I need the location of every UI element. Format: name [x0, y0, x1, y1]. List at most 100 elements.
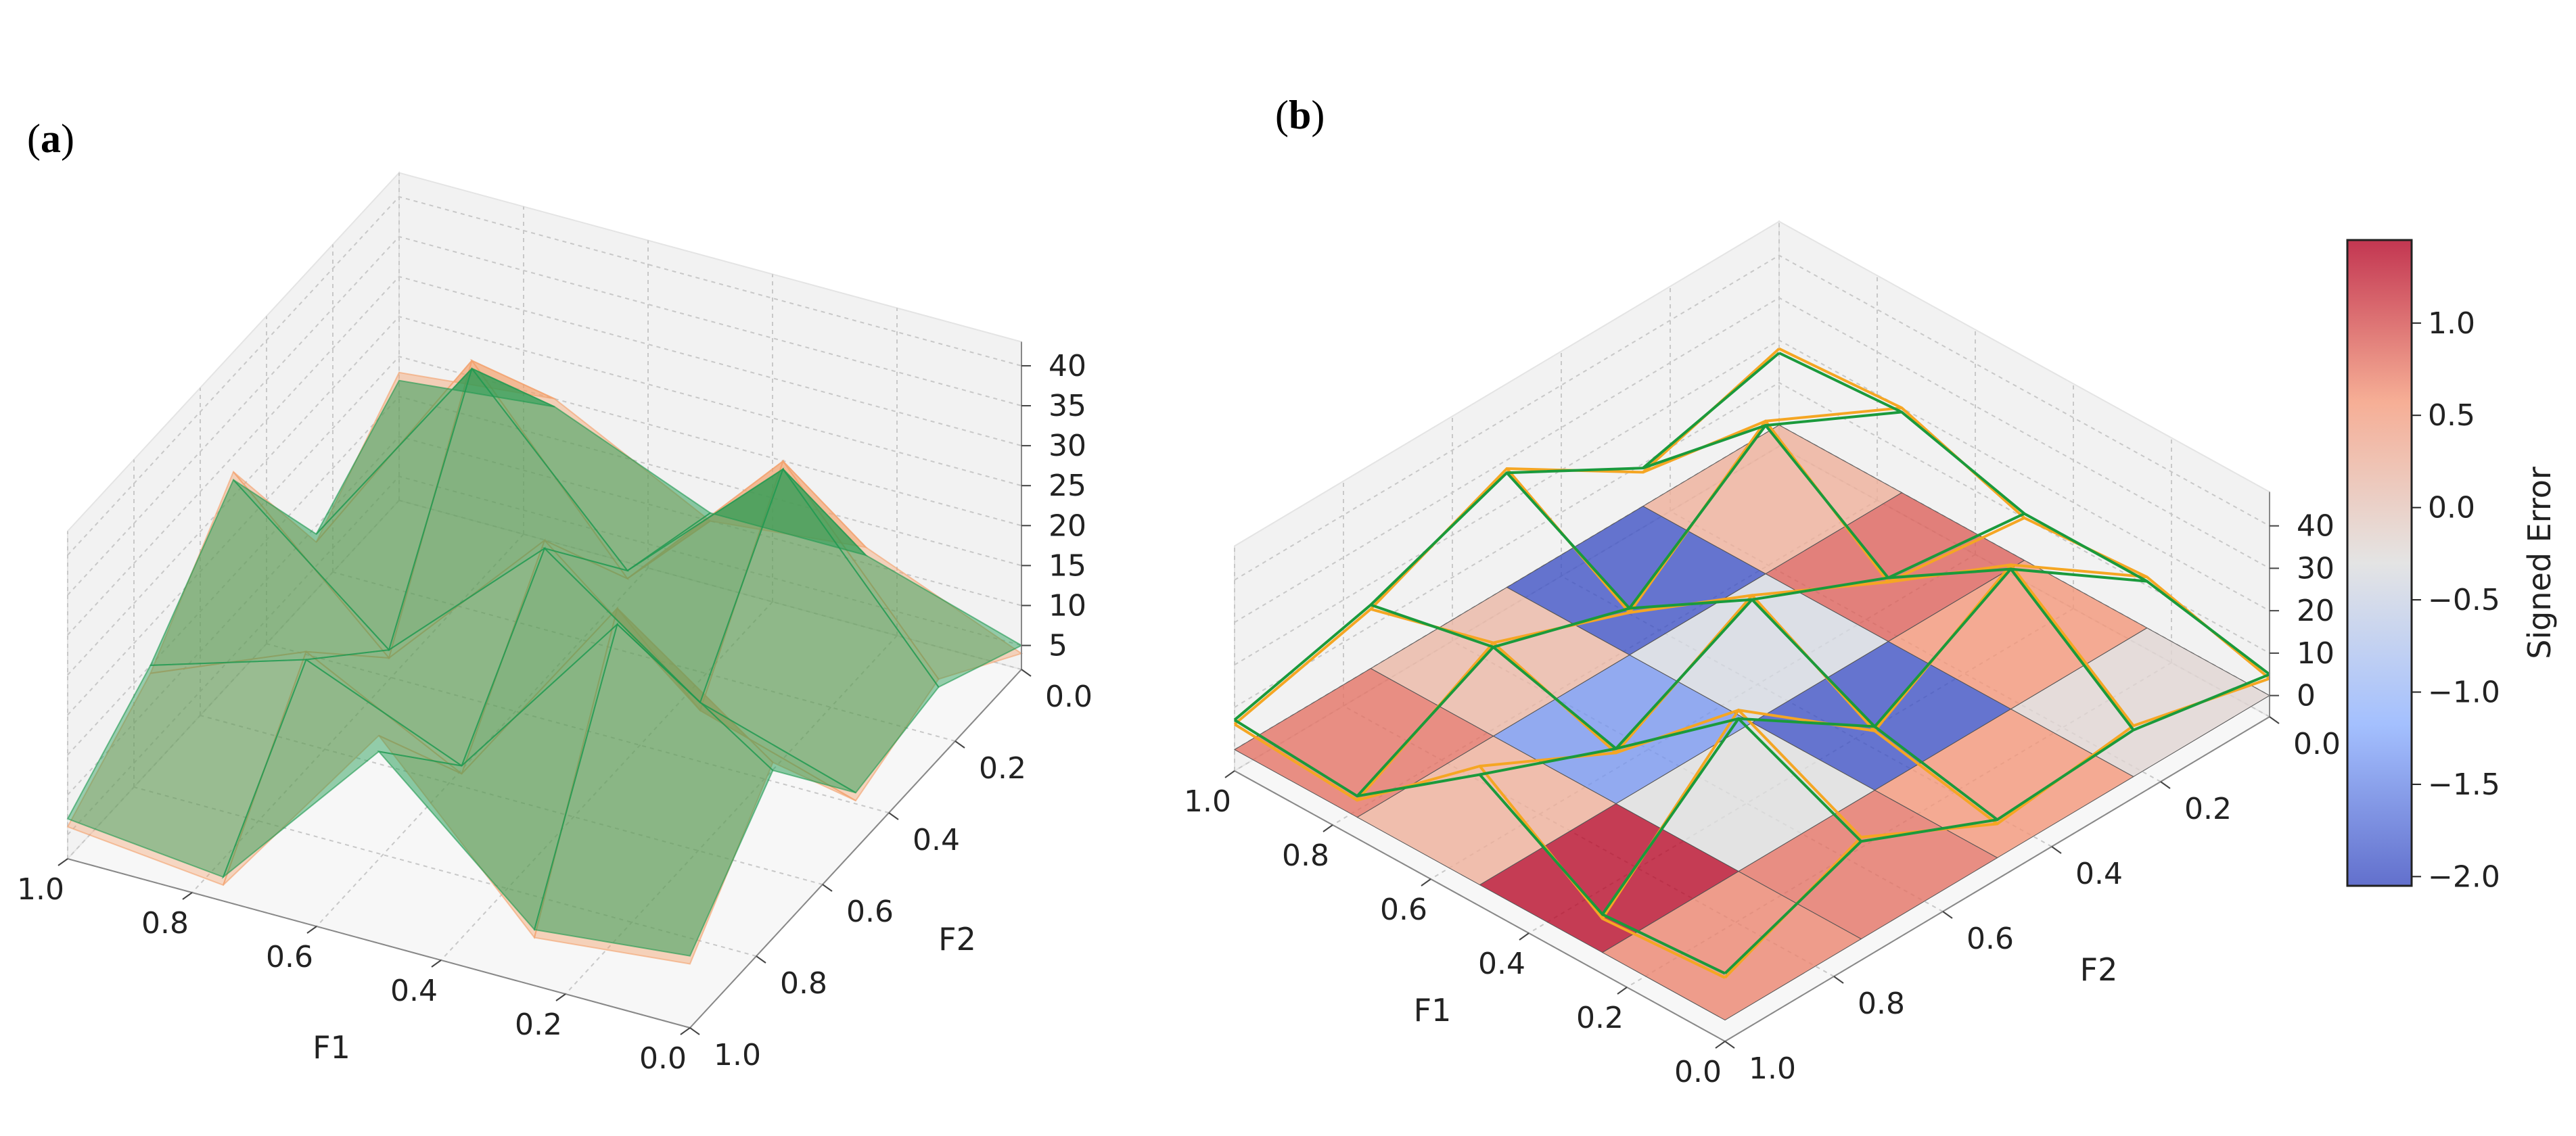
- heatmap-cell: [1233, 668, 1494, 818]
- colorbar-tick-label: 0.0: [2428, 491, 2475, 525]
- colorbar-tick-label: 0.5: [2428, 398, 2475, 433]
- z-tick-label: 35: [1049, 389, 1086, 423]
- colorbar-tick-label: −2.0: [2428, 859, 2500, 894]
- x-tick-label: 1.0: [17, 872, 64, 907]
- x-tick-mark: [1421, 878, 1431, 886]
- panel-a-3d-surface: 1.0 0.8 0.6 0.4 0.2 0.0 0.0 0.2 0.4 0.6 0.8 1.0 5 10 1…: [17, 116, 1092, 1076]
- x-tick-label: 0.4: [1478, 947, 1525, 981]
- panel-letter: a: [41, 116, 61, 161]
- surface-predicted: [66, 366, 1024, 957]
- z-tick-label: 5: [1049, 629, 1067, 663]
- x-axis-line: [67, 858, 691, 1028]
- wireframe-line: [1506, 471, 1998, 821]
- x-tick-label: 0.4: [390, 974, 438, 1008]
- z-tick-label: 0: [2297, 679, 2316, 713]
- x-tick-label: 1.0: [1184, 784, 1231, 819]
- x-axis-line: [1234, 770, 1726, 1042]
- colorbar-tick-label: −1.5: [2428, 767, 2500, 802]
- z-tick-label: 25: [1049, 469, 1086, 503]
- y-tick-mark: [1942, 911, 1953, 919]
- grid-line-z: [1234, 381, 2270, 708]
- x-tick-mark: [306, 926, 317, 934]
- wireframe-line: [1233, 719, 1726, 975]
- y-axis-line: [1724, 716, 2270, 1042]
- wireframe-predicted: [1233, 352, 2271, 975]
- x-tick-label: 0.2: [1576, 1001, 1624, 1035]
- colorbar-tick-label: −0.5: [2428, 583, 2500, 617]
- y-tick-mark: [2160, 781, 2171, 789]
- y-tick-label: 0.2: [979, 751, 1026, 786]
- x-tick-label: 0.8: [141, 906, 189, 941]
- y-tick-label: 0.4: [2075, 857, 2123, 891]
- y-tick-mark: [689, 1027, 700, 1035]
- y-tick-label: 0.6: [1967, 922, 2014, 956]
- x-tick-mark: [182, 892, 193, 900]
- y-tick-label: 1.0: [714, 1038, 761, 1072]
- grid-line-floor-f1: [440, 601, 773, 961]
- x-tick-label: 0.0: [639, 1041, 687, 1076]
- y-tick-mark: [756, 955, 766, 964]
- grid-line-z: [67, 435, 1022, 796]
- y-tick-label: 0.2: [2184, 792, 2232, 826]
- grid-line-floor-f2: [200, 715, 823, 885]
- colorbar-tick-label: 1.0: [2428, 306, 2475, 341]
- x-axis-title: F1: [313, 1029, 350, 1066]
- colorbar-label: Signed Error: [2521, 467, 2558, 659]
- error-heatmap: [1233, 425, 2271, 1021]
- y-axis-line: [689, 669, 1022, 1028]
- y-tick-label: 0.8: [780, 966, 827, 1001]
- z-tick-label: 20: [2297, 594, 2334, 628]
- x-tick-mark: [431, 960, 442, 968]
- z-tick-label: 30: [1049, 429, 1086, 463]
- x-tick-mark: [680, 1027, 691, 1035]
- x-tick-label: 0.2: [515, 1008, 562, 1042]
- grid-line-z: [67, 356, 1022, 715]
- panel-label: (a): [27, 116, 74, 161]
- z-tick-label: 20: [1049, 508, 1086, 543]
- y-tick-label: 0.6: [846, 895, 894, 929]
- grid-line-z: [67, 195, 1022, 556]
- grid-line-z: [67, 396, 1022, 756]
- panel-letter: b: [1289, 93, 1311, 137]
- x-tick-label: 0.6: [1380, 893, 1427, 927]
- y-tick-mark: [2051, 846, 2062, 854]
- x-tick-label: 0.0: [1674, 1055, 1722, 1089]
- z-tick-label: 10: [2297, 636, 2334, 671]
- y-tick-mark: [1724, 1041, 1735, 1049]
- x-tick-mark: [1322, 824, 1333, 832]
- y-tick-mark: [2269, 716, 2280, 724]
- y-axis-title: F2: [938, 921, 976, 957]
- grid-line-z: [67, 235, 1022, 596]
- x-axis-title: F1: [1414, 992, 1452, 1028]
- z-tick-label: 15: [1049, 548, 1086, 583]
- grid-line-z: [1234, 339, 2270, 666]
- z-tick-label: 30: [2297, 551, 2334, 586]
- y-tick-label: 0.0: [1045, 680, 1092, 714]
- grid-line-z: [1234, 297, 2270, 623]
- z-tick-label: 40: [2297, 509, 2334, 544]
- wireframe-line: [1778, 352, 2271, 676]
- grid-line-floor-f2: [133, 786, 757, 957]
- grid-line-z: [67, 316, 1022, 676]
- y-tick-label: 0.0: [2293, 727, 2341, 761]
- wireframe-line: [1642, 423, 2135, 731]
- x-tick-mark: [1224, 770, 1235, 778]
- x-tick-label: 0.6: [266, 940, 313, 974]
- x-tick-mark: [1617, 987, 1628, 995]
- grid-line-floor-f2: [266, 643, 890, 813]
- wireframe-line: [1370, 603, 1862, 843]
- z-tick-label: 10: [1049, 588, 1086, 623]
- x-tick-mark: [1715, 1041, 1726, 1049]
- y-axis-title: F2: [2080, 951, 2118, 988]
- panel-label: (b): [1275, 93, 1325, 137]
- wireframe-line: [1642, 419, 2135, 727]
- panel-b-3d-wireframe-error: 1.0 0.8 0.6 0.4 0.2 0.0 0.0 0.2 0.4 0.6 0.8 1.0 0 10 2…: [1184, 93, 2341, 1089]
- y-tick-mark: [1833, 976, 1844, 984]
- y-tick-mark: [954, 740, 965, 749]
- signed-error-colorbar: 1.0 0.5 0.0 −0.5 −1.0 −1.5 −2.0 Signed Error: [2346, 239, 2558, 894]
- y-tick-mark: [888, 812, 899, 820]
- x-tick-mark: [58, 858, 68, 866]
- wireframe-line: [1233, 723, 1726, 979]
- x-tick-mark: [1519, 932, 1530, 941]
